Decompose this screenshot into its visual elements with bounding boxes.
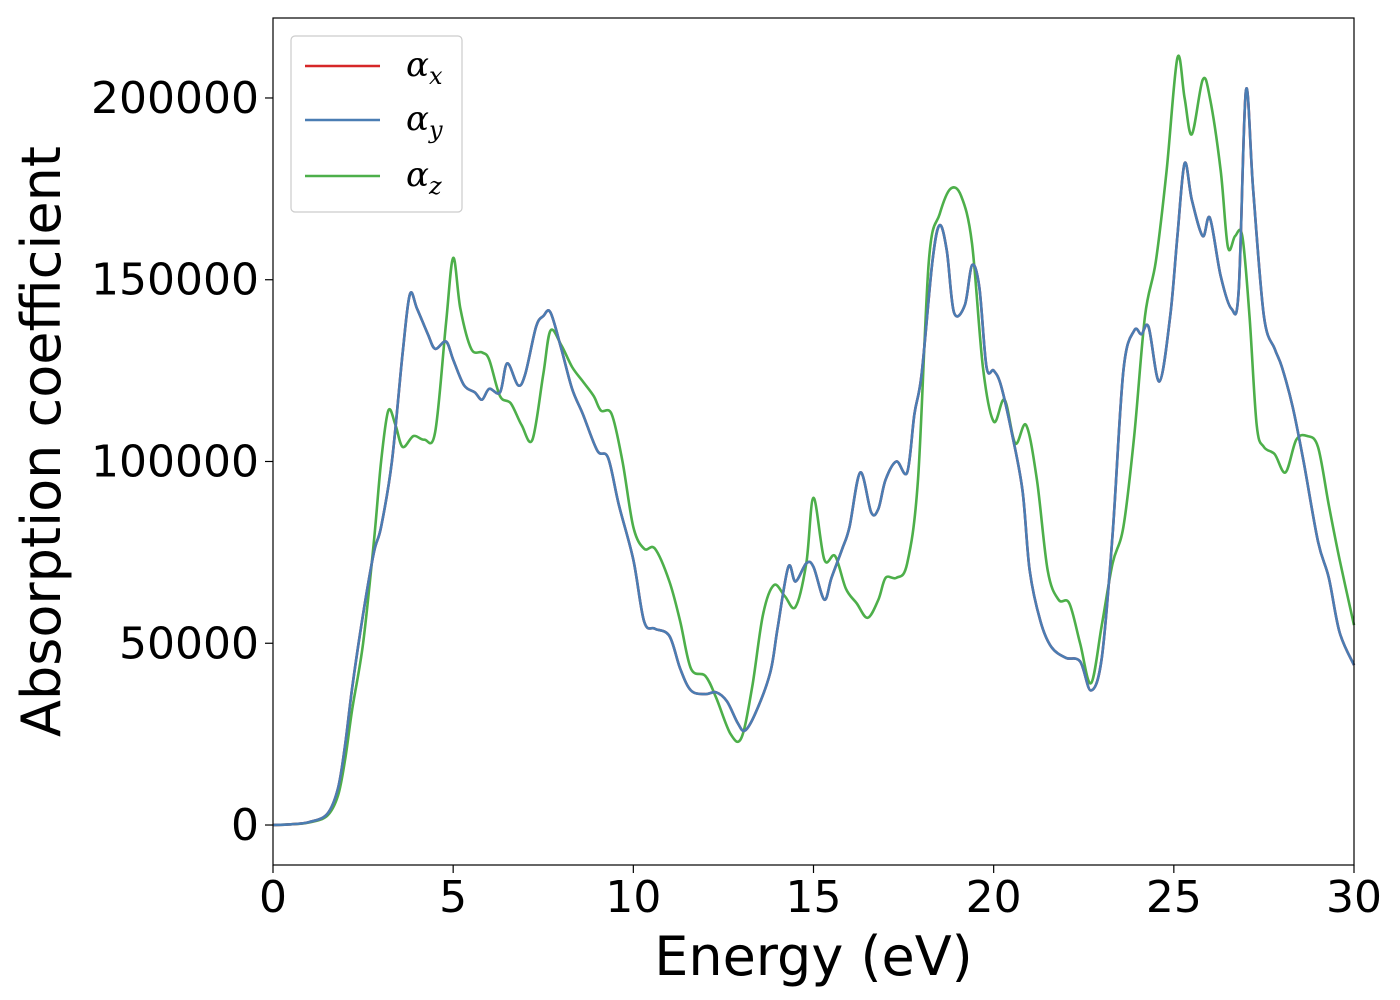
- x-tick-label: 15: [786, 872, 842, 923]
- series-line-z: [272, 54, 1356, 827]
- y-tick-label: 200000: [91, 73, 259, 124]
- x-tick-label: 25: [1146, 872, 1202, 923]
- x-axis-label: Energy (eV): [654, 925, 973, 988]
- x-axis: 0 5 10 15 20 25 30: [259, 865, 1382, 923]
- y-tick-label: 0: [231, 800, 259, 851]
- series-line-y: [272, 87, 1356, 827]
- y-tick-label: 100000: [91, 436, 259, 487]
- y-tick-label: 150000: [91, 255, 259, 306]
- x-tick-label: 20: [966, 872, 1022, 923]
- x-tick-label: 30: [1326, 872, 1382, 923]
- y-tick-label: 50000: [119, 618, 259, 669]
- x-tick-label: 10: [605, 872, 661, 923]
- x-tick-label: 5: [439, 872, 467, 923]
- legend-box: [290, 35, 463, 213]
- y-axis: 0 50000 100000 150000 200000: [91, 73, 273, 851]
- x-tick-label: 0: [259, 872, 287, 923]
- y-axis-label: Absorption coefficient: [10, 146, 73, 737]
- series-layer: [272, 54, 1356, 827]
